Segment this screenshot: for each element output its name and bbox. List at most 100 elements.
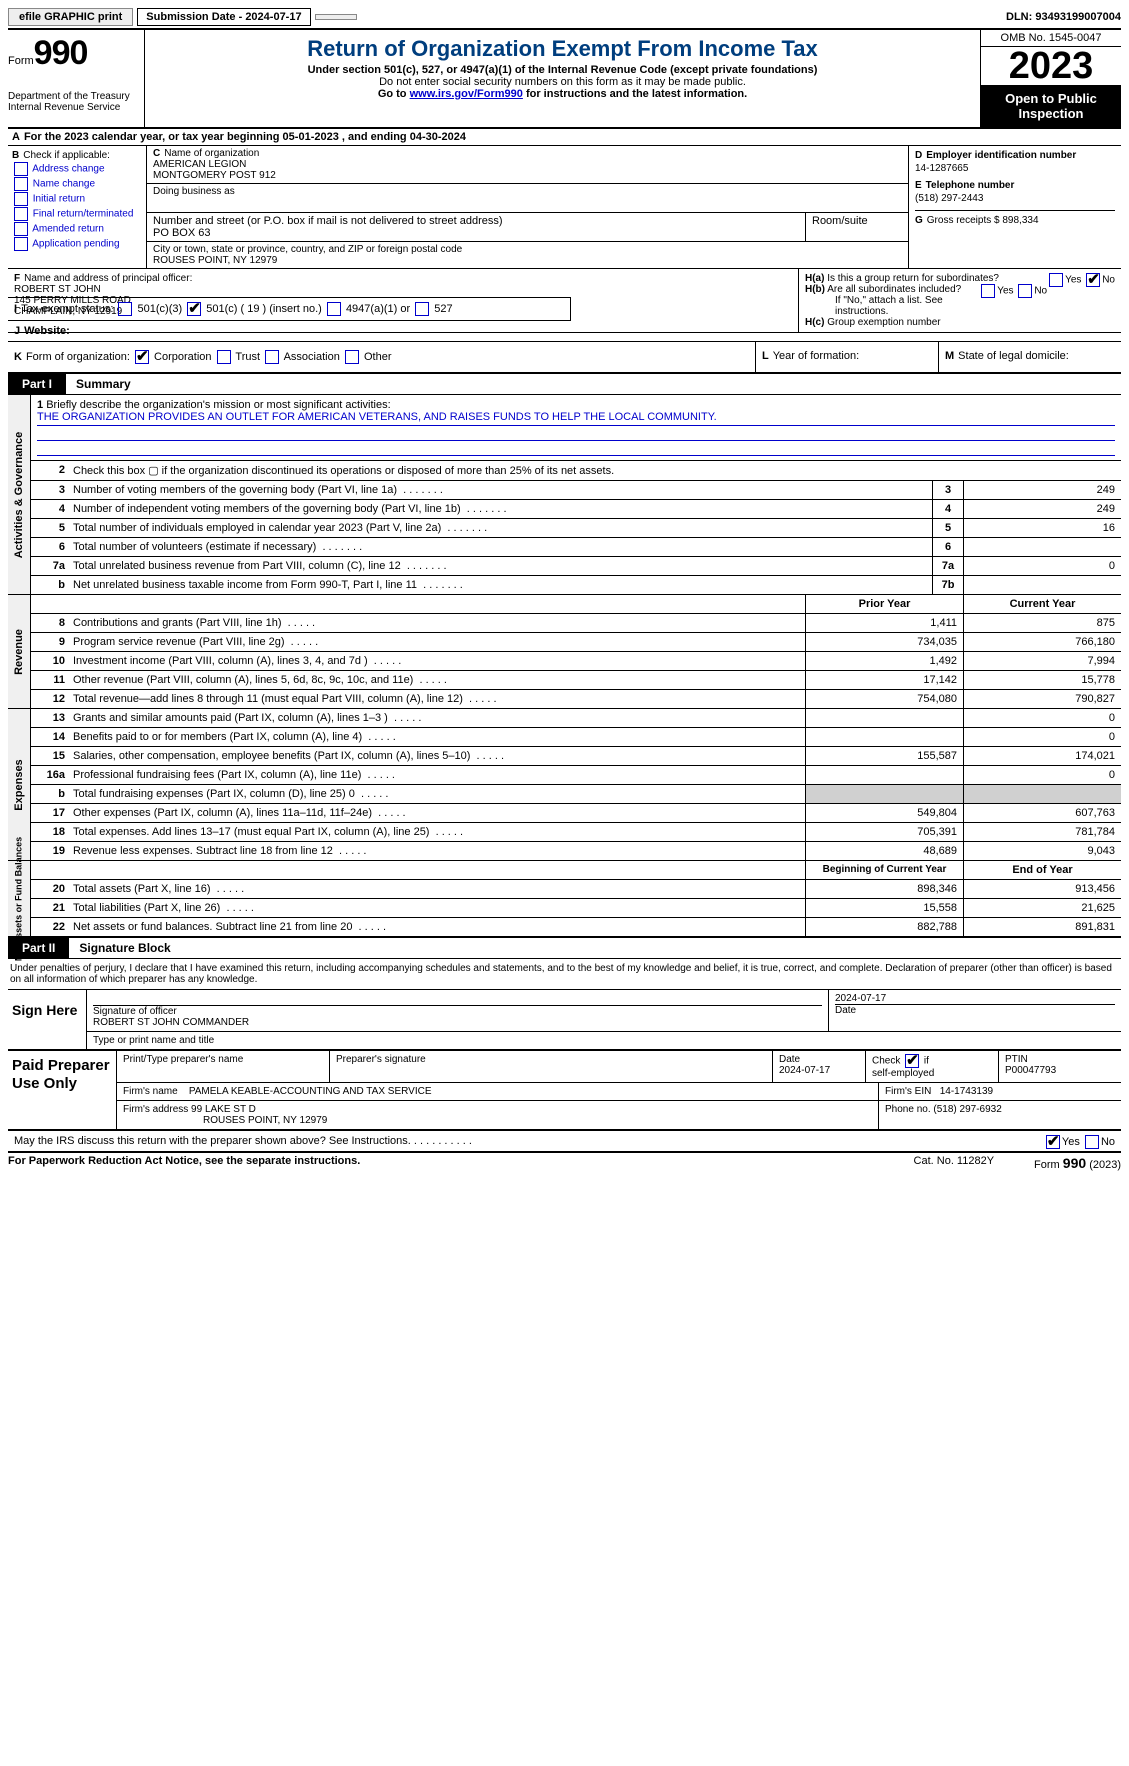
phone-value: (518) 297-2443 <box>915 193 1115 204</box>
gross-receipts: 898,334 <box>1002 215 1038 226</box>
mission-text: THE ORGANIZATION PROVIDES AN OUTLET FOR … <box>37 411 1115 426</box>
vtab-net-assets: Net Assets or Fund Balances <box>15 836 24 960</box>
table-row: 8Contributions and grants (Part VIII, li… <box>31 614 1121 633</box>
irs-link[interactable]: www.irs.gov/Form990 <box>410 88 523 100</box>
street-label: Number and street (or P.O. box if mail i… <box>153 215 503 227</box>
section-revenue: Revenue Prior Year Current Year 8Contrib… <box>8 595 1121 709</box>
city-value: ROUSES POINT, NY 12979 <box>153 255 277 266</box>
chk-4947[interactable] <box>327 302 341 316</box>
table-row: 20Total assets (Part X, line 16) . . . .… <box>31 880 1121 899</box>
dropdown-button[interactable] <box>315 14 357 20</box>
firm-ein: 14-1743139 <box>940 1086 993 1097</box>
firm-name: PAMELA KEABLE-ACCOUNTING AND TAX SERVICE <box>189 1086 432 1097</box>
table-row: 18Total expenses. Add lines 13–17 (must … <box>31 823 1121 842</box>
top-bar: efile GRAPHIC print Submission Date - 20… <box>8 8 1121 30</box>
firm-phone: (518) 297-6932 <box>933 1104 1001 1115</box>
chk-527[interactable] <box>415 302 429 316</box>
table-row: bTotal fundraising expenses (Part IX, co… <box>31 785 1121 804</box>
table-row: 7aTotal unrelated business revenue from … <box>31 557 1121 576</box>
chk-other[interactable] <box>345 350 359 364</box>
dln: DLN: 93493199007004 <box>1006 11 1121 23</box>
table-row: 9Program service revenue (Part VIII, lin… <box>31 633 1121 652</box>
officer-signature-name: ROBERT ST JOHN COMMANDER <box>93 1017 249 1028</box>
officer-name: ROBERT ST JOHN <box>14 284 101 295</box>
chk-address-change[interactable]: Address change <box>12 162 142 176</box>
table-row: 11Other revenue (Part VIII, column (A), … <box>31 671 1121 690</box>
open-to-public: Open to Public Inspection <box>981 85 1121 127</box>
form-label: Form <box>8 55 34 67</box>
chk-discuss-yes[interactable] <box>1046 1135 1060 1149</box>
vtab-revenue: Revenue <box>13 629 25 675</box>
table-row: 21Total liabilities (Part X, line 26) . … <box>31 899 1121 918</box>
table-row: 6Total number of volunteers (estimate if… <box>31 538 1121 557</box>
dba-label: Doing business as <box>153 186 235 197</box>
chk-name-change[interactable]: Name change <box>12 177 142 191</box>
ptin: P00047793 <box>1005 1065 1056 1076</box>
line-a-tax-year: AFor the 2023 calendar year, or tax year… <box>8 129 1121 146</box>
org-name-2: MONTGOMERY POST 912 <box>153 170 276 181</box>
table-row: 16aProfessional fundraising fees (Part I… <box>31 766 1121 785</box>
table-row: 10Investment income (Part VIII, column (… <box>31 652 1121 671</box>
form-number: 990 <box>34 34 88 72</box>
vtab-expenses: Expenses <box>13 759 25 810</box>
firm-addr1: 99 LAKE ST D <box>191 1104 256 1115</box>
street-value: PO BOX 63 <box>153 227 210 239</box>
table-row: 13Grants and similar amounts paid (Part … <box>31 709 1121 728</box>
section-governance: Activities & Governance 1 Briefly descri… <box>8 395 1121 595</box>
form-title: Return of Organization Exempt From Incom… <box>153 36 972 62</box>
box-c: CName of organization AMERICAN LEGION MO… <box>147 146 908 268</box>
org-name-label: Name of organization <box>164 148 259 159</box>
ein-value: 14-1287665 <box>915 163 1115 174</box>
entity-block: BCheck if applicable: Address change Nam… <box>8 146 1121 269</box>
chk-final-return[interactable]: Final return/terminated <box>12 207 142 221</box>
vtab-governance: Activities & Governance <box>13 431 25 558</box>
signature-intro: Under penalties of perjury, I declare th… <box>8 959 1121 990</box>
box-b: BCheck if applicable: Address change Nam… <box>8 146 147 268</box>
paid-preparer-block: Paid Preparer Use Only Print/Type prepar… <box>8 1051 1121 1131</box>
form-header: Form990 Department of the Treasury Inter… <box>8 30 1121 129</box>
sign-here-block: Sign Here Signature of officer ROBERT ST… <box>8 990 1121 1051</box>
table-row: 2Check this box ▢ if the organization di… <box>31 461 1121 481</box>
table-row: 17Other expenses (Part IX, column (A), l… <box>31 804 1121 823</box>
chk-501c3[interactable] <box>118 302 132 316</box>
table-row: 5Total number of individuals employed in… <box>31 519 1121 538</box>
submission-date: Submission Date - 2024-07-17 <box>137 8 310 26</box>
chk-discuss-no[interactable] <box>1085 1135 1099 1149</box>
form-subtitle-3: Go to www.irs.gov/Form990 for instructio… <box>153 88 972 100</box>
part2-header: Part II Signature Block <box>8 938 1121 959</box>
section-net-assets: Net Assets or Fund Balances Beginning of… <box>8 861 1121 938</box>
discuss-row: May the IRS discuss this return with the… <box>8 1131 1121 1153</box>
table-row: 14Benefits paid to or for members (Part … <box>31 728 1121 747</box>
tax-year: 2023 <box>981 47 1121 85</box>
table-row: 3Number of voting members of the governi… <box>31 481 1121 500</box>
table-row: 15Salaries, other compensation, employee… <box>31 747 1121 766</box>
table-row: 19Revenue less expenses. Subtract line 1… <box>31 842 1121 860</box>
part1-header: Part I Summary <box>8 374 1121 395</box>
table-row: bNet unrelated business taxable income f… <box>31 576 1121 594</box>
chk-assoc[interactable] <box>265 350 279 364</box>
table-row: 12Total revenue—add lines 8 through 11 (… <box>31 690 1121 708</box>
table-row: 22Net assets or fund balances. Subtract … <box>31 918 1121 936</box>
department-label: Department of the Treasury Internal Reve… <box>8 91 138 113</box>
chk-self-employed[interactable] <box>905 1054 919 1068</box>
form-subtitle-1: Under section 501(c), 527, or 4947(a)(1)… <box>153 64 972 76</box>
prep-date: 2024-07-17 <box>779 1065 830 1076</box>
room-suite-label: Room/suite <box>806 213 908 241</box>
sign-date: 2024-07-17 <box>835 993 1115 1005</box>
chk-initial-return[interactable]: Initial return <box>12 192 142 206</box>
org-name-1: AMERICAN LEGION <box>153 159 246 170</box>
city-label: City or town, state or province, country… <box>153 244 462 255</box>
row-klm: KForm of organization: Corporation Trust… <box>8 342 1121 374</box>
row-j-website: JWebsite: <box>8 321 1121 342</box>
chk-amended-return[interactable]: Amended return <box>12 222 142 236</box>
table-row: 4Number of independent voting members of… <box>31 500 1121 519</box>
chk-trust[interactable] <box>217 350 231 364</box>
efile-print-button[interactable]: efile GRAPHIC print <box>8 8 133 26</box>
chk-501c[interactable] <box>187 302 201 316</box>
chk-application-pending[interactable]: Application pending <box>12 237 142 251</box>
form-subtitle-2: Do not enter social security numbers on … <box>153 76 972 88</box>
chk-corp[interactable] <box>135 350 149 364</box>
row-i-tax-exempt: ITax-exempt status: 501(c)(3) 501(c) ( 1… <box>8 297 571 321</box>
section-expenses: Expenses 13Grants and similar amounts pa… <box>8 709 1121 861</box>
footer: For Paperwork Reduction Act Notice, see … <box>8 1153 1121 1171</box>
